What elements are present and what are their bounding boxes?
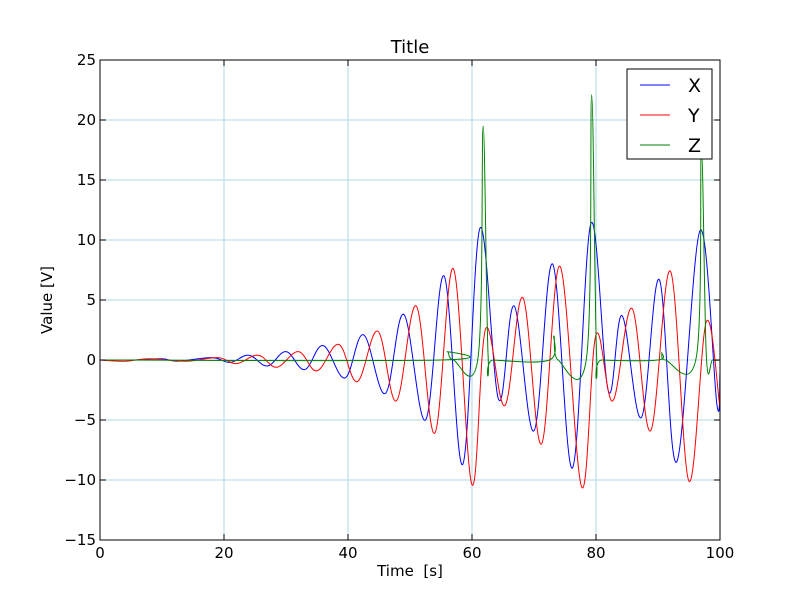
legend-label-z: Z bbox=[688, 135, 701, 157]
x-tick-label: 40 bbox=[338, 544, 357, 562]
axis-ticks bbox=[99, 59, 721, 541]
legend: XYZ bbox=[626, 68, 713, 160]
y-tick-label: −10 bbox=[64, 471, 96, 489]
legend-label-y: Y bbox=[687, 105, 700, 127]
series-line-y bbox=[100, 265, 720, 488]
x-axis-title: Time [s] bbox=[376, 562, 443, 580]
legend-label-x: X bbox=[688, 75, 701, 97]
y-tick-label: 25 bbox=[77, 51, 96, 69]
x-tick-label: 0 bbox=[95, 544, 105, 562]
y-tick-label: −15 bbox=[64, 531, 96, 549]
y-axis-title: Value [V] bbox=[38, 266, 56, 334]
x-tick-label: 60 bbox=[462, 544, 481, 562]
x-tick-label: 100 bbox=[706, 544, 735, 562]
chart-title: Title bbox=[390, 37, 430, 58]
series-line-z bbox=[100, 94, 720, 380]
y-tick-label: 0 bbox=[86, 351, 96, 369]
y-tick-label: 5 bbox=[86, 291, 96, 309]
y-tick-label: 15 bbox=[77, 171, 96, 189]
legend-box bbox=[626, 68, 713, 160]
y-tick-label: 20 bbox=[77, 111, 96, 129]
plot-series bbox=[100, 94, 720, 488]
axis-tick-labels: 0 20 40 60 80 100 −15 −10 −5 0 5 10 15 20 25 bbox=[64, 51, 734, 562]
y-tick-label: 10 bbox=[77, 231, 96, 249]
x-tick-label: 20 bbox=[214, 544, 233, 562]
x-tick-label: 80 bbox=[586, 544, 605, 562]
series-line-x bbox=[100, 222, 720, 469]
y-tick-label: −5 bbox=[74, 411, 96, 429]
